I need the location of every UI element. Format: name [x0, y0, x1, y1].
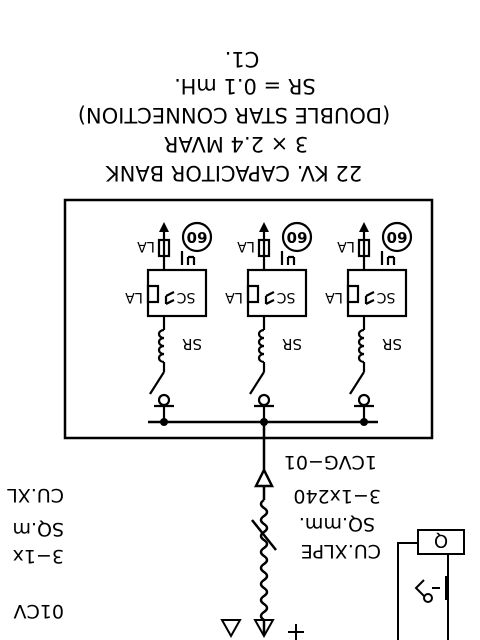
surge-arrester-icon	[346, 284, 360, 304]
left-cable-label: CU.XL SQ.m 3−1x 01CV	[7, 484, 64, 622]
capacitor-icon	[164, 291, 175, 305]
left-cable-line-4: 01CV	[14, 600, 64, 622]
cable-line-2: SQ.mm.	[299, 513, 375, 535]
series-reactor-icon	[357, 328, 365, 364]
capacitor-bank-enclosure	[63, 198, 434, 440]
switch-contact	[157, 393, 171, 407]
relay-label: 60	[387, 228, 408, 246]
ct-symbol	[380, 251, 396, 265]
arrow-up-icon	[259, 222, 269, 232]
lightning-arrester-label: LA	[137, 238, 155, 254]
relay-circle	[381, 221, 413, 253]
switch-blade	[149, 371, 165, 395]
cable-label: CU.XLPE SQ.mm. 3−1x240 1CVG−01	[284, 451, 381, 562]
title-line-3: (DOUBLE STAR CONNECTION)	[78, 103, 390, 127]
title-line-2: 3 × 2.4 MVAR	[164, 132, 308, 156]
series-reactor-icon	[257, 328, 265, 364]
q-box	[417, 529, 465, 555]
cable-line-3: 3−1x240	[293, 485, 381, 507]
surge-capacitor-label: SC	[376, 289, 395, 305]
surge-capacitor-label: SC	[176, 289, 195, 305]
bottom-arrows	[220, 619, 304, 640]
lightning-arrester-icon	[257, 238, 271, 258]
capacitor-icon	[264, 291, 275, 305]
surge-arrester-icon	[246, 284, 260, 304]
switch-contact	[257, 393, 271, 407]
title-line-5: C1.	[225, 47, 260, 71]
switch-contact	[357, 393, 371, 407]
lightning-arrester-label: LA	[125, 289, 143, 305]
capacitor-branch: 60 LA LA SC SR	[325, 221, 413, 422]
series-reactor-label: SR	[282, 335, 302, 353]
relay-label: 60	[187, 228, 208, 246]
surge-capacitor-label: SC	[276, 289, 295, 305]
switch-contact-circle	[423, 593, 433, 603]
cable-slash	[251, 519, 277, 551]
lightning-arrester-label: LA	[225, 289, 243, 305]
switch-blade	[249, 371, 265, 395]
capacitor-branch: 60 LA LA SC SR	[225, 221, 313, 422]
lightning-arrester-label: LA	[325, 289, 343, 305]
cable-line-4: 1CVG−01	[284, 451, 377, 473]
arrow-down-icon	[253, 619, 275, 639]
feeder	[251, 422, 277, 636]
left-cable-line-2: SQ.m	[12, 518, 64, 540]
arrow-up-icon	[359, 222, 369, 232]
cable-line-1: CU.XLPE	[301, 540, 381, 562]
arrow-up-icon	[159, 222, 169, 232]
title-line-1: 22 KV. CAPACITOR BANK	[105, 161, 362, 185]
feeder-arrow-icon	[253, 467, 275, 488]
lightning-arrester-label: LA	[237, 238, 255, 254]
left-cable-line-3: 3−1x	[13, 545, 64, 567]
ct-symbol	[280, 251, 296, 265]
ct-symbol	[180, 251, 196, 265]
series-reactor-label: SR	[182, 335, 202, 353]
right-side-equipment	[397, 529, 465, 640]
q-label: Q	[434, 530, 448, 551]
arrow-down-icon	[220, 619, 242, 639]
title-line-4: SR = 0.1 mH.	[174, 74, 316, 98]
series-reactor-label: SR	[382, 335, 402, 353]
surge-arrester-icon	[146, 284, 160, 304]
title-block: 22 KV. CAPACITOR BANK 3 × 2.4 MVAR (DOUB…	[78, 47, 390, 185]
capacitor-branch: 60 LA LA SC SR	[125, 221, 213, 422]
cable-coil-icon	[259, 498, 269, 622]
capacitor-icon	[364, 291, 375, 305]
lightning-arrester-icon	[157, 238, 171, 258]
switch-contact-icon	[414, 576, 447, 600]
lightning-arrester-label: LA	[337, 238, 355, 254]
relay-circle	[281, 221, 313, 253]
series-reactor-icon	[157, 328, 165, 364]
lightning-arrester-icon	[357, 238, 371, 258]
switch-blade	[349, 371, 365, 395]
relay-circle	[181, 221, 213, 253]
right-enclosure	[397, 542, 449, 640]
relay-label: 60	[287, 228, 308, 246]
left-cable-line-1: CU.XL	[7, 484, 64, 506]
